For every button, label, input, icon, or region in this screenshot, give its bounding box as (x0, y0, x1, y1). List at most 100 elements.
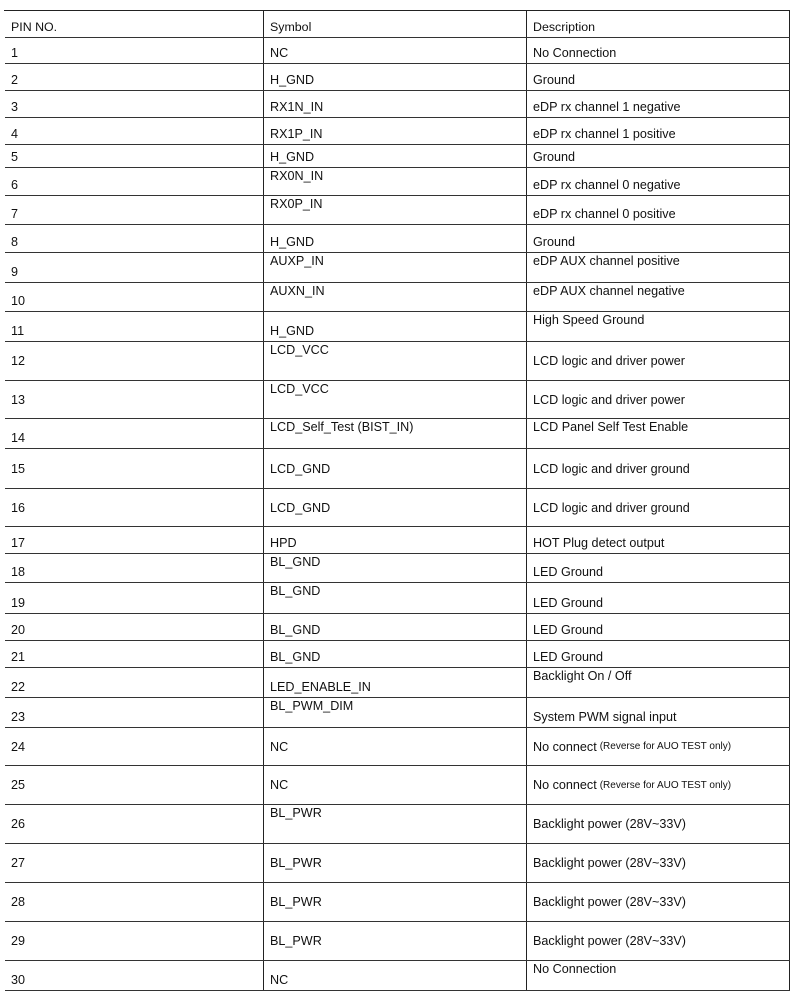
description-cell-text: Backlight power (28V~33V) (533, 934, 686, 948)
symbol-cell-text: RX0P_IN (270, 197, 323, 211)
description-cell-text: Backlight power (28V~33V) (533, 856, 686, 870)
description-cell-text: LED Ground (533, 565, 604, 579)
description-cell: LCD logic and driver ground (527, 489, 790, 526)
symbol-cell: BL_PWR (264, 805, 527, 843)
table-row: 5 H_GND Ground (5, 145, 790, 168)
description-cell: eDP rx channel 0 negative (527, 168, 790, 195)
symbol-cell-text: NC (270, 46, 289, 60)
pin-cell: 20 (5, 614, 264, 640)
pin-cell-text: 18 (11, 565, 26, 579)
pin-cell: 12 (5, 342, 264, 380)
description-cell: No connect (Reverse for AUO TEST only) (527, 728, 790, 765)
pin-cell: 21 (5, 641, 264, 667)
pin-cell: 19 (5, 583, 264, 613)
symbol-cell: BL_GND (264, 641, 527, 667)
pin-cell: 7 (5, 196, 264, 224)
description-cell: LED Ground (527, 641, 790, 667)
symbol-cell: BL_GND (264, 614, 527, 640)
description-cell-text: Ground (533, 235, 576, 249)
pin-cell-text: 20 (11, 623, 26, 637)
pin-cell-text: 10 (11, 294, 26, 308)
description-cell: System PWM signal input (527, 698, 790, 727)
description-cell: Backlight power (28V~33V) (527, 844, 790, 882)
table-row: 24 NC No connect (Reverse for AUO TEST only… (5, 728, 790, 766)
symbol-cell: RX1N_IN (264, 91, 527, 117)
symbol-cell: H_GND (264, 64, 527, 90)
pin-cell-text: 23 (11, 710, 26, 724)
table-row: 7 RX0P_IN eDP rx channel 0 positive (5, 196, 790, 225)
symbol-cell: LCD_GND (264, 489, 527, 526)
symbol-cell-text: RX0N_IN (270, 169, 324, 183)
pin-cell-text: 13 (11, 392, 26, 407)
description-cell: Ground (527, 145, 790, 167)
pin-cell-text: 22 (11, 680, 26, 694)
symbol-cell: LCD_VCC (264, 381, 527, 418)
pin-cell-text: 11 (11, 324, 25, 338)
pin-cell: 14 (5, 419, 264, 448)
pin-cell-text: 17 (11, 536, 26, 550)
table-row: 18 BL_GND LED Ground (5, 554, 790, 583)
symbol-cell: RX0N_IN (264, 168, 527, 195)
symbol-cell-text: LCD_Self_Test (BIST_IN) (270, 420, 414, 434)
symbol-cell: NC (264, 961, 527, 990)
pin-cell-text: 2 (11, 73, 19, 87)
description-cell-text: LCD logic and driver ground (533, 461, 690, 476)
description-cell-text: eDP AUX channel negative (533, 284, 685, 298)
description-cell-text: Ground (533, 73, 576, 87)
description-cell: Backlight power (28V~33V) (527, 883, 790, 921)
table-row: 19 BL_GND LED Ground (5, 583, 790, 614)
symbol-cell-text: NC (270, 973, 289, 987)
pin-cell: 24 (5, 728, 264, 765)
pin-cell: 1 (5, 38, 264, 63)
symbol-cell-text: BL_GND (270, 555, 321, 569)
description-cell: Backlight On / Off (527, 668, 790, 697)
pin-cell-text: 27 (11, 856, 26, 870)
pin-cell: 10 (5, 283, 264, 311)
pin-cell: 11 (5, 312, 264, 341)
table-row: 30 NC No Connection (5, 961, 790, 991)
pin-cell: 3 (5, 91, 264, 117)
pin-cell-text: 5 (11, 150, 19, 164)
description-note: (Reverse for AUO TEST only) (599, 741, 732, 752)
description-cell-text: System PWM signal input (533, 710, 677, 724)
table-row: 6 RX0N_IN eDP rx channel 0 negative (5, 168, 790, 196)
pin-cell: 5 (5, 145, 264, 167)
description-cell-text: eDP rx channel 1 positive (533, 127, 676, 141)
symbol-cell-text: BL_PWR (270, 806, 322, 820)
description-cell: LCD logic and driver power (527, 381, 790, 418)
table-row: 11 H_GND High Speed Ground (5, 312, 790, 342)
symbol-cell-text: BL_PWR (270, 934, 322, 948)
symbol-cell: LED_ENABLE_IN (264, 668, 527, 697)
table-row: 25 NC No connect (Reverse for AUO TEST only… (5, 766, 790, 805)
pin-cell-text: 4 (11, 127, 19, 141)
pin-cell: 15 (5, 449, 264, 488)
description-cell-text: LCD logic and driver power (533, 354, 685, 368)
pin-cell: 25 (5, 766, 264, 804)
symbol-cell: NC (264, 728, 527, 765)
symbol-cell-text: H_GND (270, 235, 315, 249)
symbol-cell-text: NC (270, 739, 289, 754)
symbol-cell: HPD (264, 527, 527, 553)
symbol-cell: NC (264, 766, 527, 804)
table-row: 21 BL_GND LED Ground (5, 641, 790, 668)
table-row: 29 BL_PWR Backlight power (28V~33V) (5, 922, 790, 961)
pin-cell: 28 (5, 883, 264, 921)
pin-cell: 18 (5, 554, 264, 582)
pin-cell: 13 (5, 381, 264, 418)
symbol-cell-text: RX1N_IN (270, 100, 324, 114)
pin-cell-text: 25 (11, 778, 26, 792)
table-row: 28 BL_PWR Backlight power (28V~33V) (5, 883, 790, 922)
description-cell-text: No Connection (533, 46, 617, 60)
table-row: 1 NC No Connection (5, 38, 790, 64)
pin-cell: 6 (5, 168, 264, 195)
pin-cell-text: 29 (11, 934, 26, 948)
pin-assignment-table: PIN NO. Symbol Description 1 NC No Connect… (4, 10, 790, 991)
description-cell: LCD Panel Self Test Enable (527, 419, 790, 448)
table-row: 8 H_GND Ground (5, 225, 790, 253)
table-row: 3 RX1N_IN eDP rx channel 1 negative (5, 91, 790, 118)
symbol-cell-text: AUXP_IN (270, 254, 324, 268)
description-cell-text: No connect (533, 778, 597, 792)
pin-cell: 9 (5, 253, 264, 282)
description-cell: No connect (Reverse for AUO TEST only) (527, 766, 790, 804)
description-cell-text: eDP rx channel 1 negative (533, 100, 681, 114)
